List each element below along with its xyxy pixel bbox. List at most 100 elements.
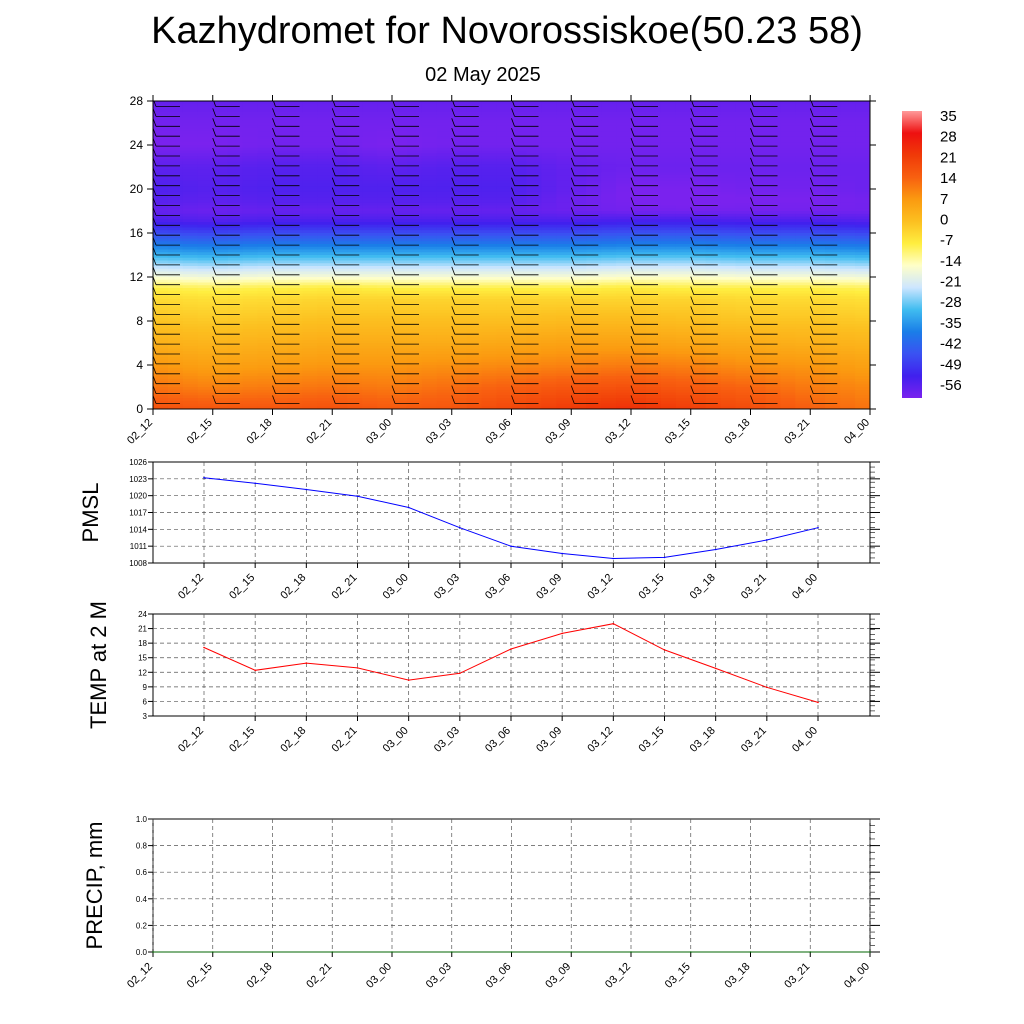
heatmap-cell — [272, 260, 289, 264]
heatmap-cell — [765, 389, 781, 394]
heatmap-cell — [705, 400, 722, 405]
heatmap-cell — [182, 318, 199, 322]
heatmap-cell — [511, 359, 528, 363]
heatmap-cell — [347, 233, 363, 237]
heatmap-cell — [362, 387, 378, 391]
heatmap-cell — [556, 189, 572, 193]
heatmap-cell — [392, 180, 408, 185]
heatmap-cell — [616, 351, 632, 355]
heatmap-cell — [571, 403, 587, 407]
page-subtitle: 02 May 2025 — [425, 64, 541, 86]
heatmap-cell — [660, 312, 677, 317]
heatmap-cell — [601, 301, 617, 306]
heatmap-cell — [332, 318, 348, 322]
heatmap-cell — [541, 282, 557, 286]
heatmap-cell — [601, 123, 617, 127]
heatmap-cell — [197, 406, 214, 409]
heatmap-cell — [690, 150, 707, 154]
heatmap-cell — [601, 128, 617, 132]
heatmap-cell — [302, 145, 318, 149]
heatmap-cell — [242, 230, 259, 234]
heatmap-cell — [302, 172, 318, 176]
heatmap-cell — [212, 194, 229, 198]
heatmap-cell — [795, 282, 811, 286]
heatmap-cell — [377, 378, 393, 383]
heatmap-cell — [347, 356, 363, 361]
heatmap-cell — [153, 266, 169, 270]
heatmap-cell — [556, 244, 572, 248]
heatmap-cell — [660, 332, 677, 336]
heatmap-cell — [556, 378, 572, 383]
heatmap-cell — [765, 222, 781, 226]
heatmap-cell — [392, 139, 408, 143]
heatmap-cell — [272, 384, 289, 388]
heatmap-cell — [556, 257, 572, 262]
heatmap-cell — [167, 282, 184, 286]
heatmap-cell — [705, 169, 722, 174]
heatmap-cell — [705, 200, 722, 204]
heatmap-cell — [795, 323, 811, 328]
heatmap-cell — [406, 156, 423, 160]
heatmap-cell — [616, 106, 632, 110]
heatmap-cell — [436, 343, 453, 347]
heatmap-cell — [421, 156, 438, 160]
heatmap-cell — [541, 213, 557, 218]
heatmap-cell — [406, 117, 423, 121]
heatmap-cell — [750, 109, 767, 113]
heatmap-cell — [660, 398, 677, 402]
heatmap-cell — [347, 244, 363, 248]
heatmap-cell — [675, 147, 692, 152]
heatmap-cell — [377, 370, 393, 374]
heatmap-cell — [272, 235, 289, 240]
heatmap-cell — [765, 315, 781, 319]
heatmap-cell — [660, 389, 677, 394]
heatmap-cell — [197, 142, 214, 146]
heatmap-cell — [362, 109, 378, 113]
heatmap-cell — [795, 299, 811, 303]
heatmap-cell — [182, 106, 199, 110]
heatmap-cell — [616, 389, 632, 394]
heatmap-cell — [257, 145, 274, 149]
heatmap-cell — [586, 290, 602, 295]
heatmap-cell — [660, 326, 677, 330]
heatmap-cell — [556, 274, 572, 278]
heatmap-cell — [526, 136, 542, 141]
heatmap-cell — [720, 249, 737, 253]
heatmap-cell — [332, 257, 348, 262]
heatmap-cell — [735, 103, 752, 108]
heatmap-cell — [735, 235, 752, 240]
heatmap-cell — [332, 403, 348, 407]
heatmap-cell — [720, 348, 737, 352]
heatmap-cell — [317, 249, 333, 253]
heatmap-cell — [392, 381, 408, 385]
heatmap-cell — [451, 334, 468, 339]
heatmap-cell — [526, 321, 542, 325]
heatmap-cell — [556, 235, 572, 240]
heatmap-cell — [496, 200, 513, 204]
heatmap-cell — [347, 290, 363, 295]
heatmap-cell — [257, 136, 274, 141]
heatmap-cell — [705, 406, 722, 409]
heatmap-cell — [571, 169, 587, 174]
heatmap-cell — [377, 230, 393, 234]
heatmap-cell — [451, 329, 468, 333]
heatmap-cell — [616, 125, 632, 130]
heatmap-cell — [496, 114, 513, 119]
heatmap-cell — [601, 257, 617, 262]
heatmap-cell — [735, 139, 752, 143]
heatmap-cell — [451, 403, 468, 407]
heatmap-cell — [272, 285, 289, 289]
heatmap-cell — [586, 123, 602, 127]
heatmap-cell — [406, 244, 423, 248]
heatmap-cell — [526, 169, 542, 174]
heatmap-cell — [362, 279, 378, 284]
heatmap-cell — [541, 172, 557, 176]
heatmap-cell — [392, 395, 408, 399]
heatmap-cell — [541, 109, 557, 113]
heatmap-cell — [317, 398, 333, 402]
heatmap-cell — [616, 354, 632, 358]
heatmap-cell — [631, 321, 647, 325]
heatmap-cell — [227, 376, 244, 380]
heatmap-cell — [302, 343, 318, 347]
heatmap-cell — [212, 354, 229, 358]
